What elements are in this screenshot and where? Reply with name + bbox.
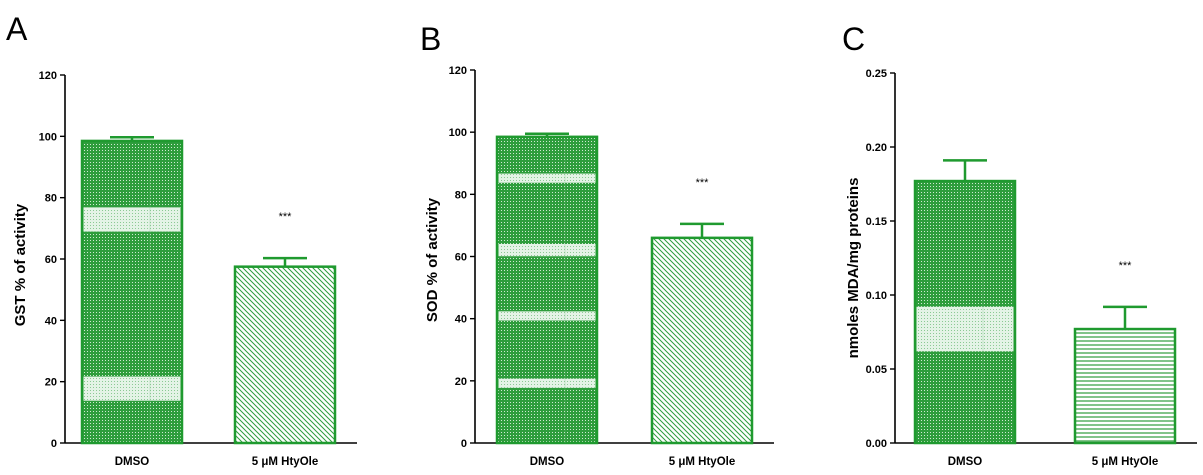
y-tick-label: 120 [39, 70, 57, 82]
y-tick-label: 20 [455, 376, 467, 388]
bar-shading-band [916, 306, 1014, 352]
y-axis-label-a: GST % of activity [12, 203, 29, 326]
category-label: 5 μM HtyOle [252, 456, 318, 468]
plot-area-c: 0.00 0.05 0.10 0.15 0.20 0.25 DMSO *** 5 μM HtyO… [866, 68, 1197, 468]
plot-area-b: 0 20 40 60 80 100 120 DMSO *** 5 μM HtyOle [449, 65, 774, 468]
category-label: 5 μM HtyOle [669, 456, 735, 468]
y-tick-label: 80 [45, 193, 57, 205]
bar-shading-band [498, 378, 596, 388]
panel-b: B SOD % of activity 0 20 40 60 80 100 120 DMSO *… [420, 21, 774, 468]
bar [495, 135, 599, 445]
y-tick-label: 100 [449, 127, 467, 139]
y-tick-label: 60 [455, 252, 467, 264]
y-tick-label: 40 [455, 314, 467, 326]
bar-shading-band [498, 173, 596, 183]
panel-c: C nmoles MDA/mg proteins 0.00 0.05 0.10 0.1… [842, 21, 1197, 468]
y-tick-label: 100 [39, 131, 57, 143]
panel-a: A GST % of activity 0 20 40 60 80 100 120 DMSO *… [6, 11, 357, 468]
significance-label: *** [1119, 260, 1133, 272]
y-tick-label: 0.00 [866, 438, 887, 450]
y-axis-label-c: nmoles MDA/mg proteins [845, 178, 862, 359]
category-label: DMSO [530, 456, 565, 468]
category-label: 5 μM HtyOle [1092, 456, 1158, 468]
panel-label-c: C [842, 21, 865, 57]
bar-shading-band [498, 243, 596, 257]
y-tick-label: 0.15 [866, 216, 887, 228]
y-tick-label: 0 [461, 438, 467, 450]
y-tick-label: 0.20 [866, 142, 887, 154]
significance-label: *** [279, 211, 293, 223]
significance-label: *** [696, 177, 710, 189]
bar [650, 236, 754, 445]
y-tick-label: 20 [45, 377, 57, 389]
y-tick-label: 40 [45, 315, 57, 327]
panel-label-b: B [420, 21, 441, 57]
y-tick-label: 80 [455, 189, 467, 201]
bar [1073, 327, 1177, 445]
plot-area-a: 0 20 40 60 80 100 120 DMSO *** 5 μM HtyOle [39, 70, 357, 468]
category-label: DMSO [115, 456, 150, 468]
y-tick-label: 120 [449, 65, 467, 77]
y-tick-label: 0.10 [866, 290, 887, 302]
bar [233, 265, 337, 445]
y-tick-label: 0 [51, 438, 57, 450]
bar-shading-band [83, 376, 181, 401]
y-tick-label: 0.05 [866, 364, 887, 376]
y-tick-label: 0.25 [866, 68, 887, 80]
category-label: DMSO [948, 456, 983, 468]
panel-label-a: A [6, 11, 28, 47]
bar-shading-band [83, 207, 181, 232]
y-tick-label: 60 [45, 254, 57, 266]
y-axis-label-b: SOD % of activity [424, 197, 441, 322]
bar-shading-band [498, 311, 596, 321]
